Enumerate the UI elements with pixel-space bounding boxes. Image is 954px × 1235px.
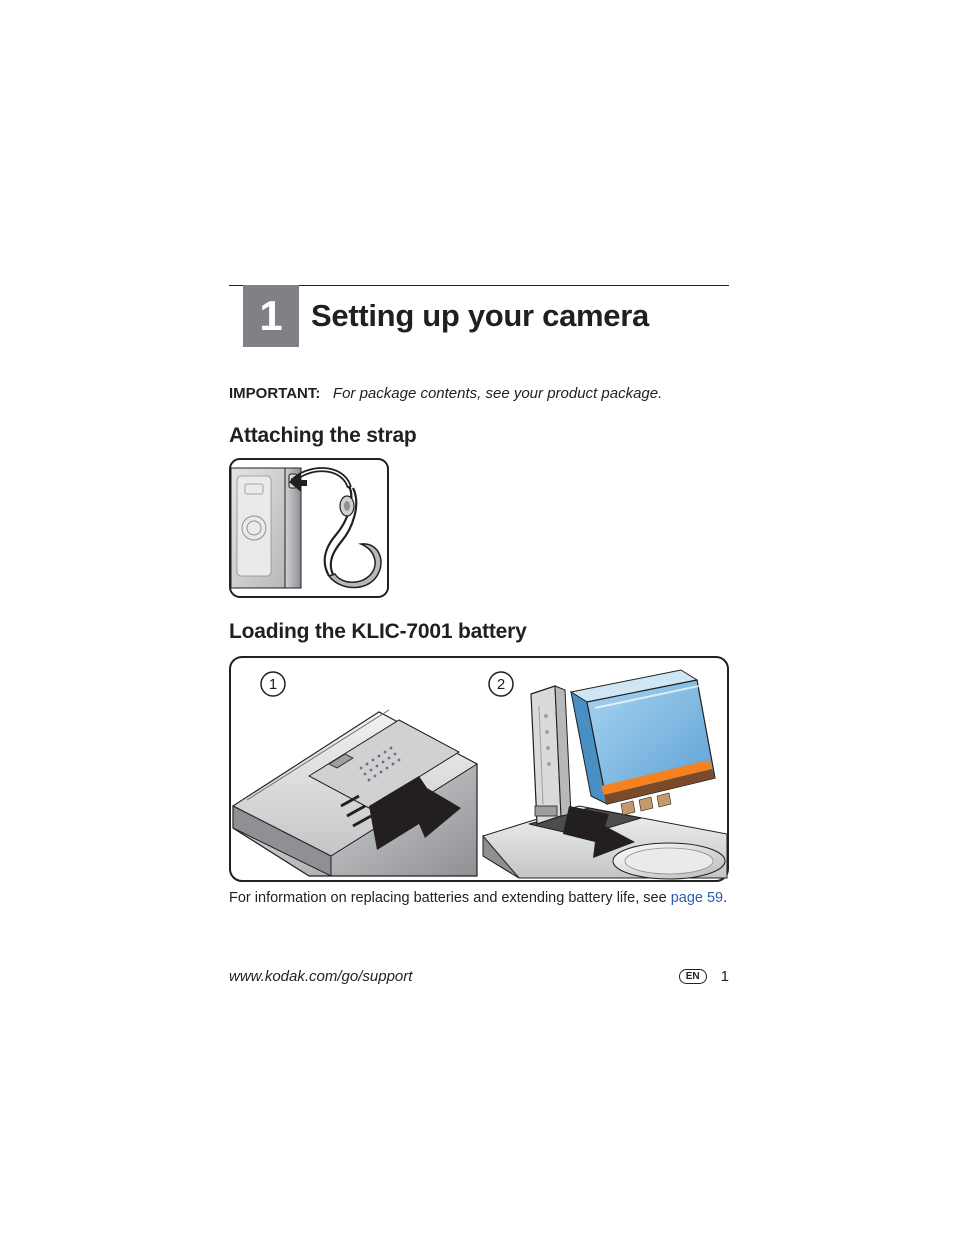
language-badge: EN (679, 969, 707, 984)
footer-url[interactable]: www.kodak.com/go/support (229, 968, 412, 985)
battery-caption-post: . (723, 890, 727, 906)
section-heading-strap: Attaching the strap (229, 424, 729, 448)
chapter-header: 1 Setting up your camera (229, 285, 729, 347)
footer-right: EN 1 (679, 968, 729, 985)
page-footer: www.kodak.com/go/support EN 1 (229, 968, 729, 985)
section-heading-battery: Loading the KLIC-7001 battery (229, 620, 729, 644)
figure-loading-battery: 1 (229, 656, 729, 882)
step-2-label: 2 (497, 676, 505, 693)
page-59-link[interactable]: page 59 (671, 890, 723, 906)
page-number: 1 (721, 968, 729, 985)
important-note: IMPORTANT: For package contents, see you… (229, 385, 729, 402)
chapter-number-box: 1 (243, 285, 299, 347)
chapter-title: Setting up your camera (311, 298, 649, 334)
page-content: 1 Setting up your camera IMPORTANT: For … (229, 285, 729, 906)
chapter-number: 1 (259, 292, 282, 340)
figure-attaching-strap (229, 458, 389, 598)
important-label: IMPORTANT: (229, 385, 320, 402)
important-text: For package contents, see your product p… (333, 385, 662, 402)
battery-caption: For information on replacing batteries a… (229, 890, 729, 906)
battery-caption-pre: For information on replacing batteries a… (229, 890, 671, 906)
step-1-label: 1 (269, 676, 277, 693)
